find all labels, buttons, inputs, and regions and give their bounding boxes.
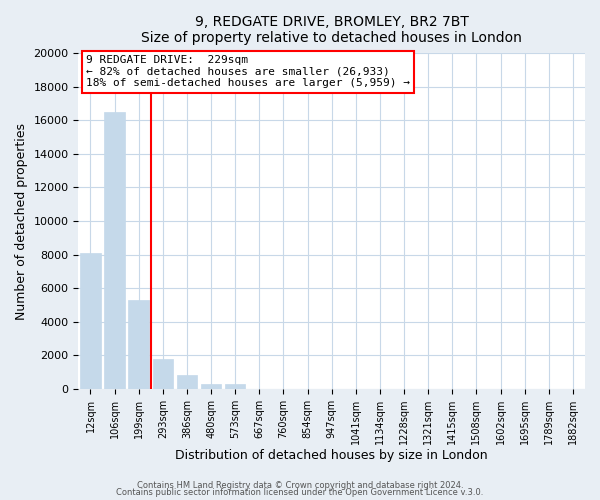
Bar: [104, 112, 125, 388]
Text: Contains public sector information licensed under the Open Government Licence v.: Contains public sector information licen…: [116, 488, 484, 497]
Bar: [177, 376, 197, 388]
Bar: [225, 384, 245, 388]
Bar: [152, 358, 173, 388]
Text: Contains HM Land Registry data © Crown copyright and database right 2024.: Contains HM Land Registry data © Crown c…: [137, 480, 463, 490]
Bar: [128, 300, 149, 388]
Title: 9, REDGATE DRIVE, BROMLEY, BR2 7BT
Size of property relative to detached houses : 9, REDGATE DRIVE, BROMLEY, BR2 7BT Size …: [141, 15, 522, 45]
X-axis label: Distribution of detached houses by size in London: Distribution of detached houses by size …: [175, 450, 488, 462]
Y-axis label: Number of detached properties: Number of detached properties: [15, 122, 28, 320]
Text: 9 REDGATE DRIVE:  229sqm
← 82% of detached houses are smaller (26,933)
18% of se: 9 REDGATE DRIVE: 229sqm ← 82% of detache…: [86, 55, 410, 88]
Bar: [201, 384, 221, 388]
Bar: [80, 253, 101, 388]
